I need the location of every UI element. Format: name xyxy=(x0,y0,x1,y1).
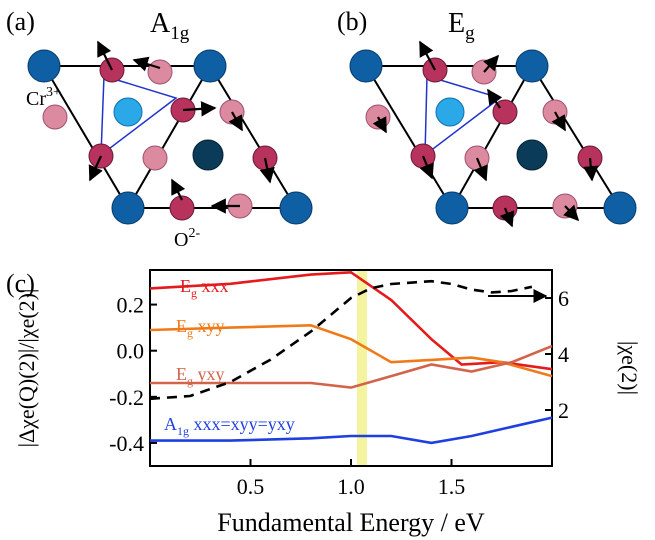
arrow-icon xyxy=(483,54,500,73)
cr-atom xyxy=(349,49,383,83)
cr-atom xyxy=(279,191,313,225)
cr-atom-center-light xyxy=(113,97,143,127)
series-line-0 xyxy=(149,270,553,371)
o-ion-label: O2- xyxy=(174,226,200,251)
arrow-icon xyxy=(473,157,488,182)
arrow-icon xyxy=(499,207,515,228)
cr-atom-center-light xyxy=(435,97,465,127)
cr-atom-center-dark xyxy=(192,139,224,171)
cr-atoms-a xyxy=(27,49,313,225)
panel-a-label: (a) xyxy=(6,7,35,36)
y-axis-label-right: |χe(2)| xyxy=(617,341,642,395)
inner-triangle-b xyxy=(424,74,502,157)
panel-a: (a) A1g xyxy=(6,7,313,251)
x-axis-label: Fundamental Energy / eV xyxy=(217,508,485,537)
arrow-icon xyxy=(88,155,103,182)
arrow-icon xyxy=(562,204,580,222)
inner-triangle-a xyxy=(100,74,178,157)
y-tick-label-right: 6 xyxy=(558,286,569,311)
o-atom-light xyxy=(142,145,168,171)
lattice-diagonal-b xyxy=(451,65,533,209)
cr-ion-label: Cr3+ xyxy=(26,85,61,110)
lattice-diagonal-a xyxy=(127,65,211,209)
panel-b-mode-title: Eg xyxy=(448,8,475,44)
y-tick-label-left: -0.4 xyxy=(109,431,144,456)
panel-c-label: (c) xyxy=(6,269,35,298)
displacement-arrows-a xyxy=(88,40,275,214)
cr-atom xyxy=(111,191,145,225)
o-atom-light xyxy=(42,104,68,130)
cr-atom xyxy=(435,191,469,225)
highlight-band xyxy=(357,270,368,466)
arrow-icon xyxy=(583,157,599,182)
x-tick-label: 1.0 xyxy=(337,474,365,499)
series-label-eg-yxy: Eg yxy xyxy=(176,364,225,388)
o-atom-dark xyxy=(169,195,195,221)
y-tick-label-right: 4 xyxy=(558,342,569,367)
y-tick-label-left: -0.2 xyxy=(109,385,144,410)
y-tick-label-left: 0.0 xyxy=(117,339,145,364)
o-atoms-a xyxy=(42,57,278,221)
panel-b-label: (b) xyxy=(337,7,367,36)
series-line-3 xyxy=(150,416,553,445)
cr-atoms-b xyxy=(349,49,637,225)
arrow-icon xyxy=(487,88,503,109)
o-atoms-b xyxy=(365,57,603,221)
panel-c: (c) 0.5 1.0 1.5 0.2 0.0 -0.2 -0.4 2 4 6 Eg xxx Eg… xyxy=(6,269,642,537)
o-atom-light xyxy=(147,59,173,85)
series-line-2 xyxy=(150,344,553,389)
arrow-icon xyxy=(97,40,113,71)
series-line-4 xyxy=(149,279,533,401)
x-tick-label: 1.5 xyxy=(438,474,466,499)
x-tick-label: 0.5 xyxy=(237,474,265,499)
arrow-icon xyxy=(259,157,275,184)
arrow-icon xyxy=(132,56,161,72)
cr-atom xyxy=(603,191,637,225)
cr-atom xyxy=(515,49,549,83)
ticks-group: 0.5 1.0 1.5 0.2 0.0 -0.2 -0.4 2 4 6 xyxy=(109,286,569,499)
displacement-arrows-b xyxy=(372,40,599,228)
arrow-icon xyxy=(182,101,217,117)
y-tick-label-right: 2 xyxy=(558,398,569,423)
series-label-a1g: A1g xxx=xyy=yxy xyxy=(164,414,295,438)
panel-b: (b) Eg xyxy=(337,7,637,228)
arrow-icon xyxy=(419,40,436,71)
arrow-icon xyxy=(372,116,387,134)
cr-atom xyxy=(193,49,227,83)
panel-a-mode-title: A1g xyxy=(150,8,190,44)
arrow-icon xyxy=(419,155,434,180)
series-label-eg-xyy: Eg xyy xyxy=(176,316,225,340)
arrow-icon xyxy=(171,178,186,201)
series-label-eg-xxx: Eg xxx xyxy=(180,276,229,300)
cr-atom-center-dark xyxy=(516,139,548,171)
y-tick-label-left: 0.2 xyxy=(117,293,145,318)
cr-atom xyxy=(27,49,61,83)
arrow-icon xyxy=(228,111,243,132)
series-line-1 xyxy=(149,323,553,378)
arrow-icon xyxy=(551,111,566,132)
y-axis-label-left: |Δχe(Q)(2)|/|χe(2)| xyxy=(14,289,39,448)
series-group xyxy=(149,270,553,445)
